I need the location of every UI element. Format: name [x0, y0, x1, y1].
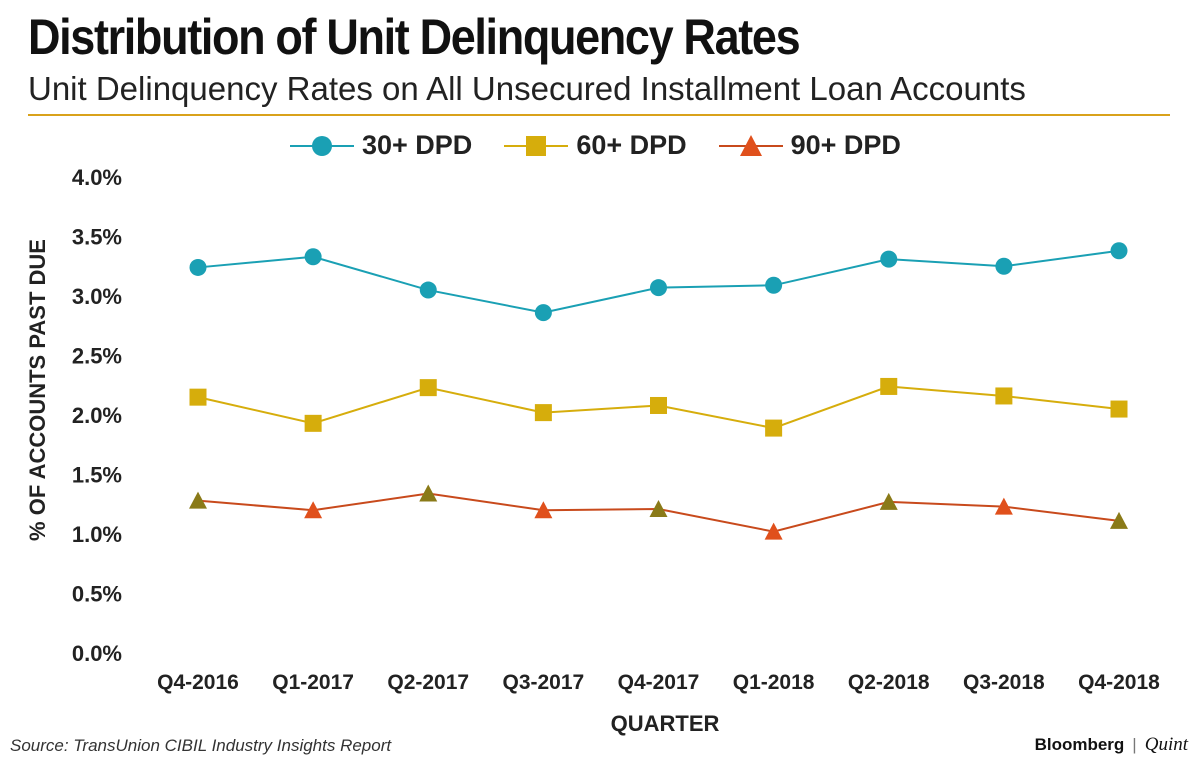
y-tick-label: 2.5% [72, 344, 122, 369]
data-point-square [1110, 400, 1128, 418]
chart-subtitle: Unit Delinquency Rates on All Unsecured … [28, 70, 1026, 107]
series-circle [189, 242, 1128, 322]
y-tick-label: 2.0% [72, 403, 122, 428]
data-point-square [995, 387, 1013, 405]
legend-marker-30dpd [290, 135, 354, 156]
data-point-square [650, 396, 667, 414]
x-tick-label: Q4-2016 [157, 671, 239, 694]
data-point-triangle [189, 491, 207, 509]
x-tick-label: Q4-2018 [1078, 671, 1160, 694]
brand-logo: Bloomberg | Quint [1035, 734, 1188, 756]
x-tick-label: Q3-2018 [963, 671, 1045, 694]
chart-legend: 30+ DPD 60+ DPD 90+ DPD [290, 130, 901, 161]
y-tick-label: 0.5% [72, 582, 122, 607]
data-point-square [765, 419, 783, 437]
series-square [189, 377, 1128, 437]
data-point-triangle [419, 484, 438, 502]
legend-label-60dpd: 60+ DPD [576, 130, 687, 160]
legend-item-60dpd: 60+ DPD [504, 130, 687, 161]
data-point-triangle [879, 492, 898, 510]
x-tick-label: Q2-2018 [848, 671, 930, 694]
legend-item-90dpd: 90+ DPD [718, 130, 901, 161]
x-tick-label: Q4-2017 [618, 671, 700, 694]
data-point-triangle [649, 500, 668, 518]
data-point-circle [765, 276, 783, 294]
data-point-circle [1110, 242, 1128, 260]
source-note: Source: TransUnion CIBIL Industry Insigh… [10, 736, 392, 755]
data-point-square [419, 379, 437, 397]
data-point-circle [534, 304, 552, 322]
data-point-triangle [534, 501, 553, 519]
data-point-triangle [304, 501, 323, 519]
x-tick-label: Q3-2017 [503, 671, 585, 694]
data-point-circle [419, 281, 437, 299]
data-point-triangle [994, 497, 1013, 515]
x-tick-label: Q1-2018 [733, 671, 815, 694]
data-point-circle [650, 279, 667, 297]
data-point-triangle [1110, 511, 1128, 529]
data-point-circle [880, 250, 898, 268]
legend-marker-60dpd [504, 135, 569, 156]
data-point-circle [189, 258, 207, 276]
data-point-square [304, 414, 322, 432]
y-tick-label: 1.5% [72, 463, 122, 488]
y-tick-label: 1.0% [72, 522, 122, 547]
series-triangle [189, 484, 1128, 540]
chart-title: Distribution of Unit Delinquency Rates [28, 9, 801, 65]
y-axis-title: % OF ACCOUNTS PAST DUE [25, 239, 50, 541]
legend-label-30dpd: 30+ DPD [362, 130, 473, 160]
y-tick-label: 4.0% [72, 165, 122, 190]
y-tick-label: 3.5% [72, 225, 122, 250]
legend-item-30dpd: 30+ DPD [290, 130, 472, 161]
y-tick-label: 0.0% [72, 641, 122, 666]
data-point-circle [995, 257, 1013, 275]
brand-primary: Bloomberg [1034, 735, 1125, 754]
legend-marker-90dpd [718, 134, 783, 156]
data-point-triangle [764, 522, 783, 540]
data-point-square [534, 404, 552, 422]
y-tick-label: 3.0% [72, 284, 122, 309]
x-tick-label: Q2-2017 [387, 671, 469, 694]
data-point-square [880, 377, 898, 395]
brand-secondary: Quint [1144, 734, 1188, 755]
title-divider [28, 114, 1170, 116]
data-point-square [189, 388, 207, 406]
legend-label-90dpd: 90+ DPD [790, 130, 901, 160]
data-point-circle [304, 248, 322, 266]
x-tick-label: Q1-2017 [272, 671, 354, 694]
brand-separator: | [1132, 735, 1137, 754]
x-axis-title: QUARTER [611, 711, 720, 736]
